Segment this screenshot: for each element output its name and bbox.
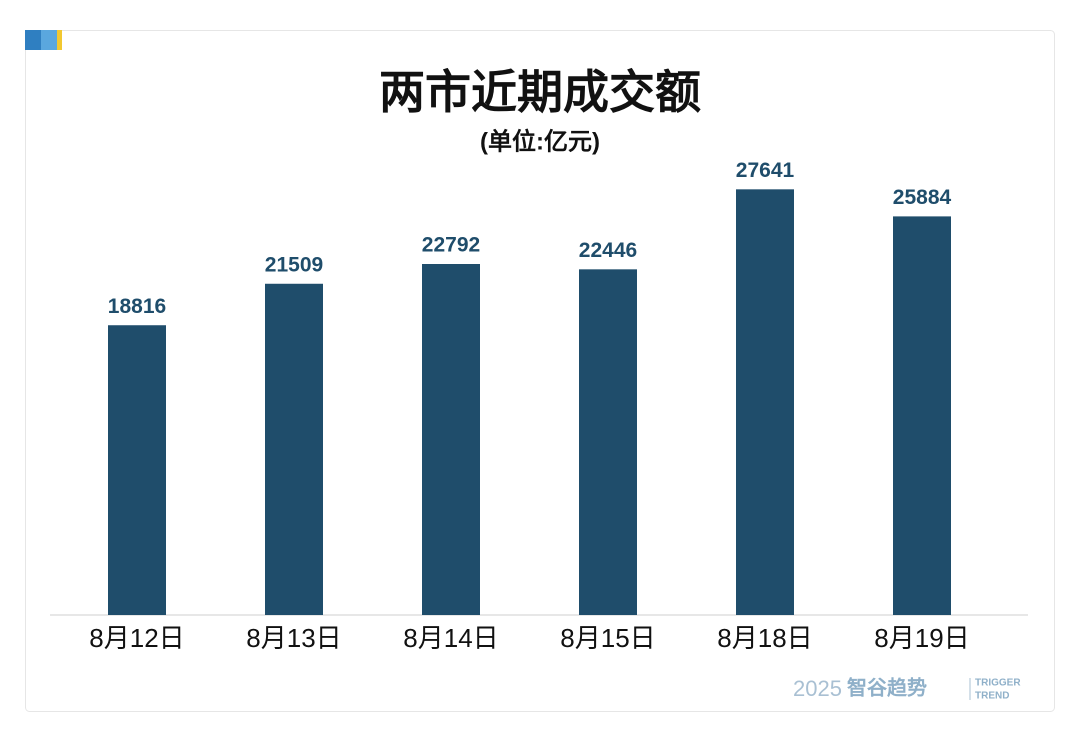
logo-block [41,30,57,50]
value-label: 21509 [265,253,323,276]
chart-title: 两市近期成交额 [379,66,701,118]
value-label: 25884 [893,186,952,209]
bar [108,325,166,615]
value-label: 22792 [422,234,480,257]
x-tick-label: 8月18日 [717,623,812,653]
value-label: 22446 [579,239,637,262]
value-label: 27641 [736,159,795,182]
x-tick-label: 8月15日 [560,623,655,653]
watermark-english: TRIGGER [975,678,1021,689]
value-label: 18816 [108,295,166,318]
chart-subtitle: (单位:亿元) [480,127,600,155]
x-tick-label: 8月13日 [246,623,341,653]
watermark-english: TREND [975,691,1009,702]
bar [893,216,951,615]
watermark-brand: 智谷趋势 [847,675,927,699]
logo-block [57,30,62,50]
x-tick-label: 8月19日 [874,623,969,653]
watermark-year: 2025 [793,676,842,701]
x-tick-label: 8月12日 [89,623,184,653]
bar [579,269,637,615]
logo-block [25,30,41,50]
bar [736,189,794,615]
bar [422,264,480,615]
bar [265,283,323,615]
x-tick-label: 8月14日 [403,623,498,653]
